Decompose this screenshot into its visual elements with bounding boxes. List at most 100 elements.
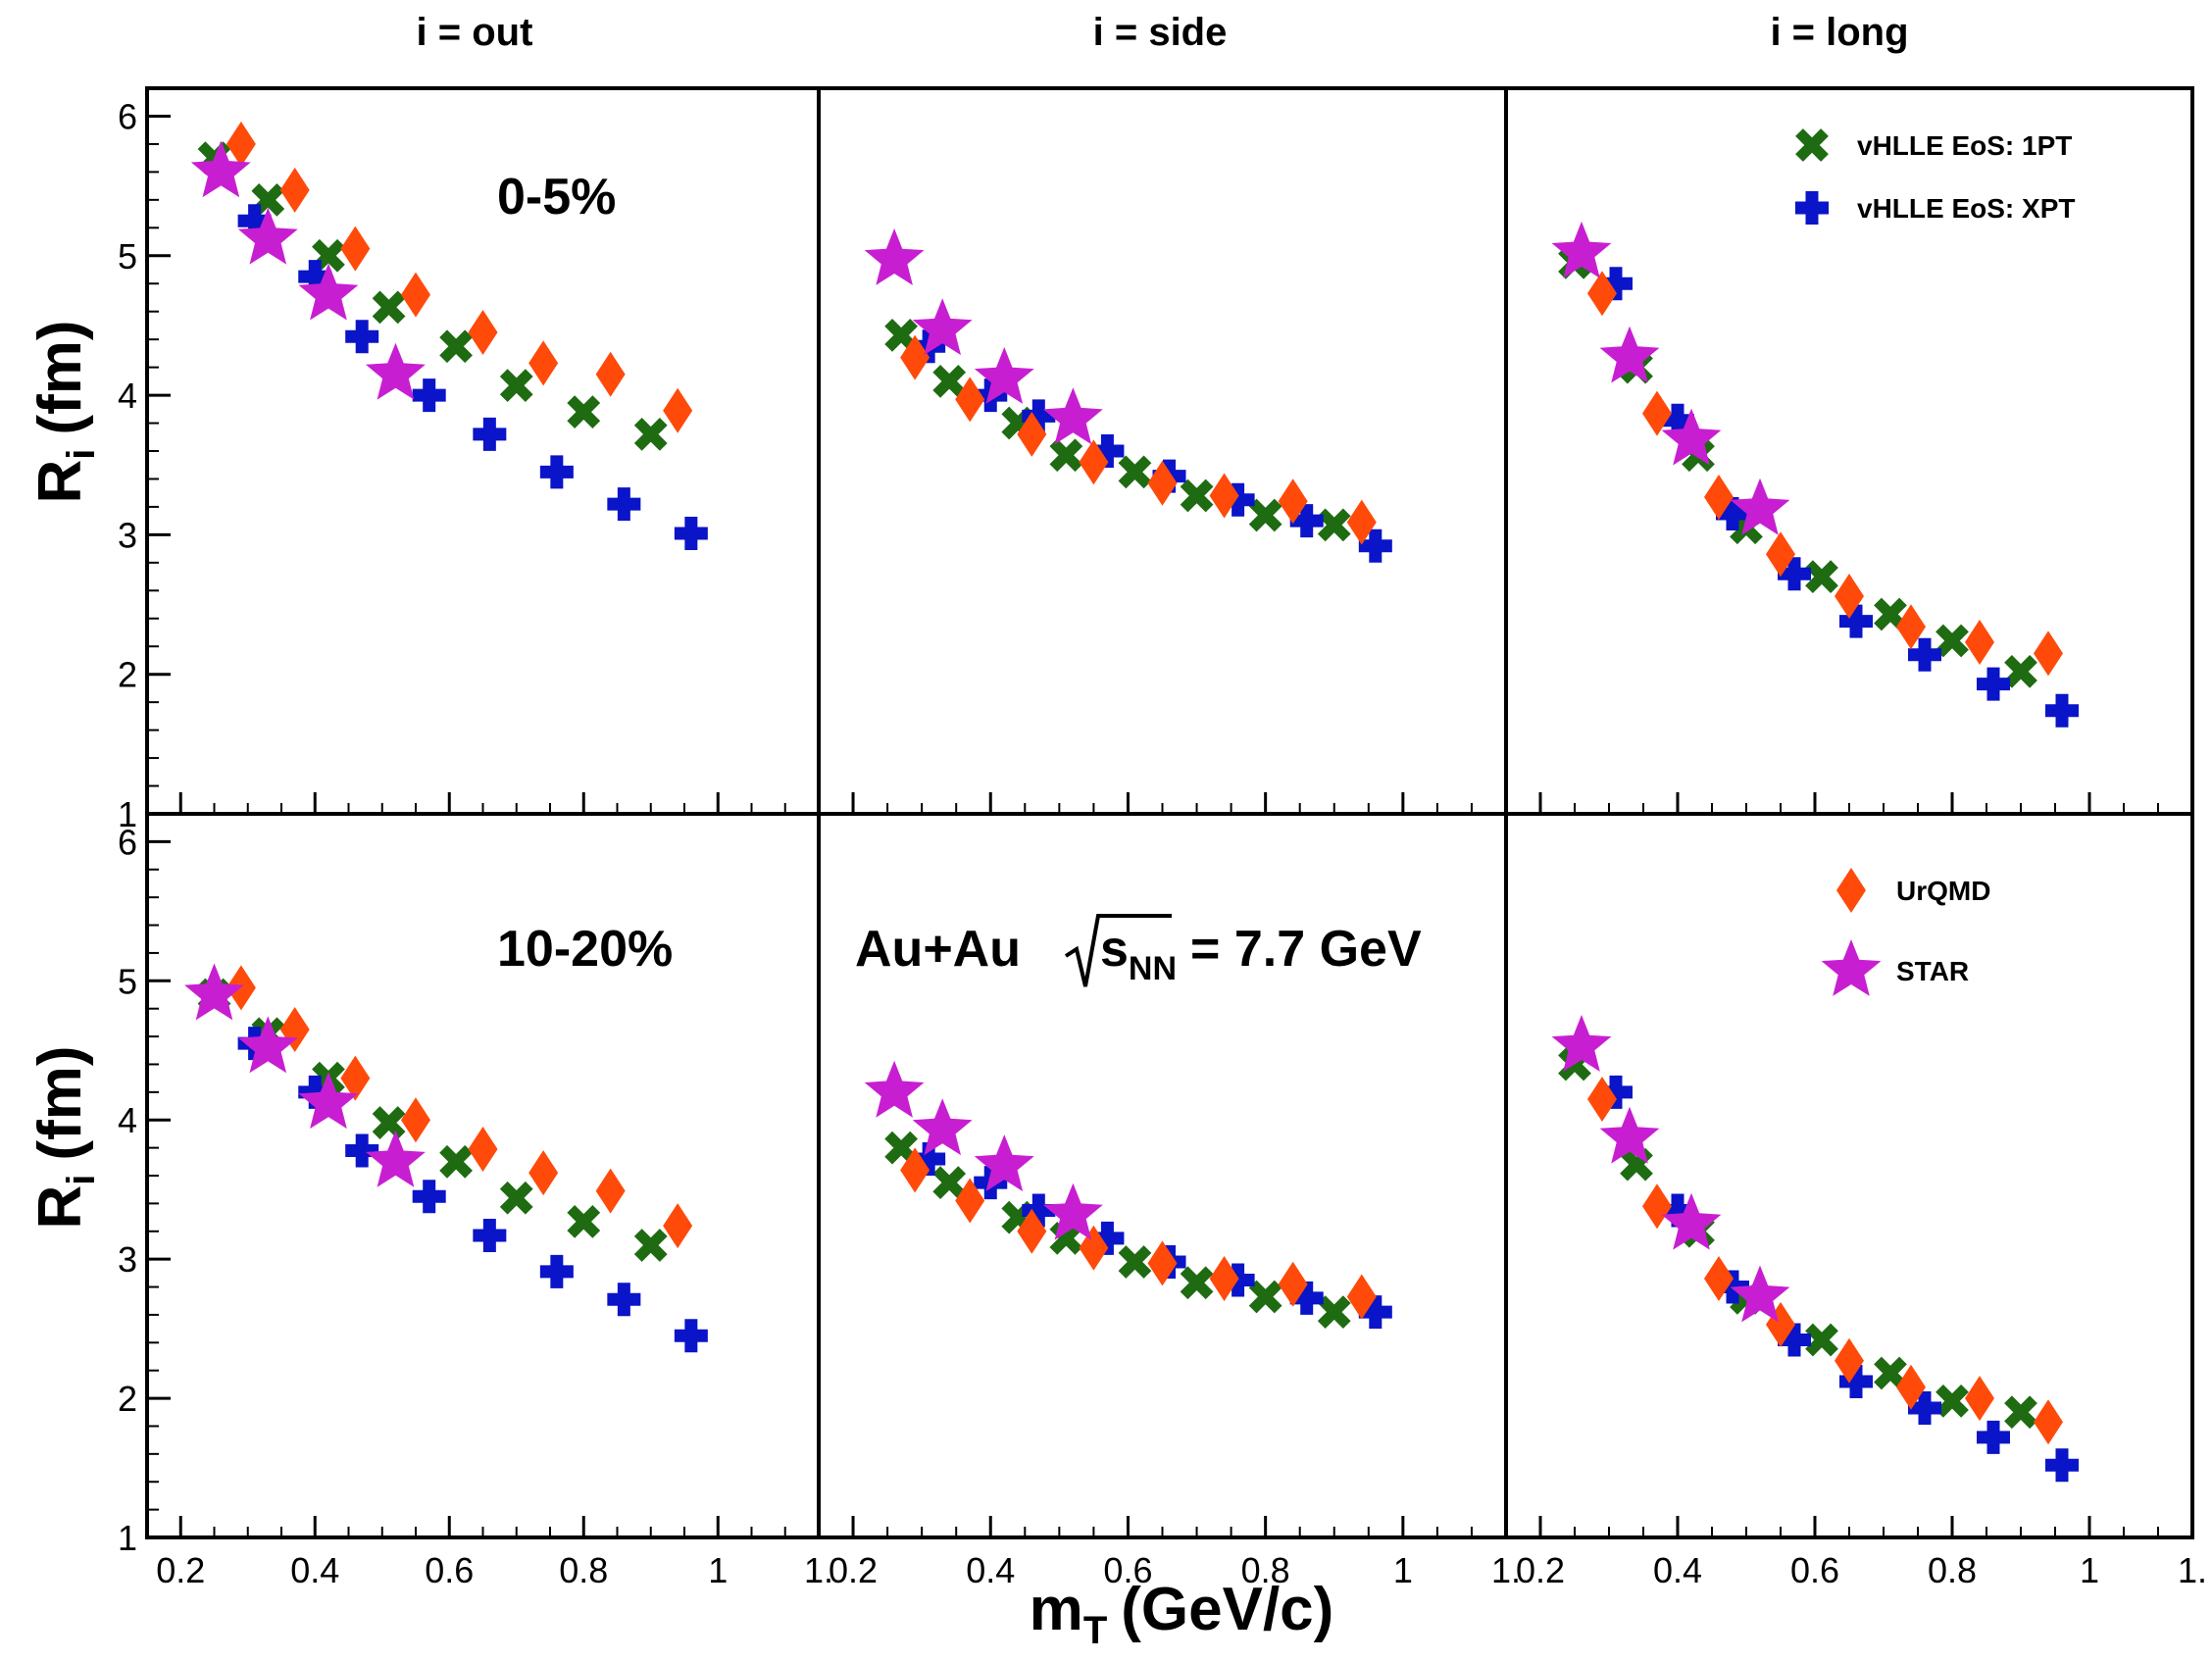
y-tick-label: 5 [118, 236, 137, 277]
x-tick-label: 0.2 [1516, 1550, 1565, 1590]
data-point [1118, 1245, 1152, 1279]
data-point [1209, 1256, 1239, 1302]
legend-entry-vhlle-eos-1pt: vHLLE EoS: 1PT [1795, 128, 2072, 162]
y-tick-label: 5 [118, 961, 137, 1001]
data-point [539, 455, 574, 489]
data-point [864, 228, 925, 285]
data-point [1042, 1183, 1103, 1240]
data-point [298, 263, 359, 321]
data-point [1147, 460, 1178, 506]
sqrt-symbol [1064, 914, 1172, 987]
data-point [1551, 1015, 1612, 1072]
data-point [932, 1166, 967, 1199]
data-point [1599, 267, 1633, 301]
data-point [633, 418, 668, 451]
data-point [439, 329, 473, 364]
y-tick-label: 4 [118, 376, 137, 416]
x-tick-label: 0.6 [1103, 1550, 1152, 1590]
data-point [663, 387, 693, 433]
x-tick-label: 0.2 [829, 1550, 878, 1590]
data-point [1839, 604, 1873, 638]
data-point [1965, 619, 1994, 665]
data-point [1346, 1274, 1377, 1320]
data-point [1896, 604, 1926, 650]
data-point [1358, 1295, 1392, 1330]
data-point [366, 1130, 426, 1187]
data-point [298, 1075, 332, 1109]
series-star [190, 140, 426, 400]
data-point [567, 1204, 601, 1238]
y-axis-title-unit: (fm) [26, 1046, 94, 1161]
data-point [1766, 531, 1795, 578]
data-point [607, 487, 641, 522]
x-tick-label: 0.8 [559, 1550, 608, 1590]
data-point [1042, 387, 1103, 445]
data-point [1599, 326, 1660, 383]
series-vhlle-eos-xpt [1599, 267, 2079, 728]
series-urqmd [900, 334, 1377, 545]
data-point [1835, 574, 1864, 619]
centrality-label-10-20: 10-20% [497, 921, 673, 978]
legend-label: STAR [1896, 956, 1969, 986]
panels-layer [184, 121, 2079, 1483]
data-point [1180, 1266, 1214, 1300]
data-point [528, 1150, 559, 1196]
data-point [1147, 1240, 1178, 1286]
panel-side-10-20 [864, 1060, 1392, 1330]
data-point [1704, 474, 1734, 520]
data-point [1835, 1337, 1864, 1384]
series-urqmd [1587, 271, 2063, 677]
data-point [1599, 1106, 1660, 1164]
data-point [2045, 693, 2079, 728]
data-point [340, 1055, 371, 1101]
data-point [1289, 504, 1324, 538]
data-point [1977, 667, 2010, 701]
data-point [499, 1181, 533, 1215]
energy-symbol: s [1100, 921, 1129, 978]
data-point [237, 204, 272, 238]
data-point [473, 1219, 507, 1253]
series-vhlle-eos-1pt [884, 1131, 1351, 1329]
data-point [1908, 637, 1941, 672]
x-tick-label: 0.4 [1653, 1550, 1702, 1590]
series-urqmd [1587, 1076, 2063, 1445]
data-point [1221, 482, 1255, 517]
data-point [1661, 1193, 1694, 1228]
energy-subscript: NN [1129, 950, 1177, 987]
collision-energy-text: sNN = 7.7 GeV [1100, 921, 1422, 987]
data-point [528, 340, 559, 386]
x-tick-label: 0.6 [1790, 1550, 1839, 1590]
data-point [279, 167, 310, 213]
y-tick-label: 6 [118, 96, 137, 136]
data-point [226, 965, 256, 1011]
data-point [567, 395, 601, 429]
series-urqmd [226, 121, 693, 433]
data-point [226, 121, 256, 167]
data-point [1079, 1225, 1109, 1271]
data-point [912, 298, 973, 356]
panel-frame [1504, 812, 2194, 1539]
series-star [1551, 1015, 1790, 1323]
data-point [864, 1060, 925, 1118]
data-point [1022, 399, 1056, 433]
data-point [1730, 1265, 1790, 1323]
x-tick-label: 1 [2080, 1550, 2099, 1590]
data-point [1805, 1323, 1838, 1357]
legend-marker-star [1821, 939, 1882, 996]
x-tick-label: 1 [708, 1550, 728, 1590]
x-axis-title: mT (GeV/c) [1030, 1576, 1334, 1652]
legend-layer: vHLLE EoS: 1PT vHLLE EoS: XPT UrQMD STAR [1795, 128, 2075, 996]
data-point [607, 1283, 641, 1317]
data-point [955, 1178, 985, 1224]
data-point [2004, 654, 2037, 688]
data-point [974, 347, 1034, 404]
data-point [1017, 411, 1047, 457]
data-point [345, 320, 379, 354]
collision-system-label: Au+Au sNN = 7.7 GeV [855, 914, 1422, 987]
data-point [1642, 390, 1672, 436]
y-tick-label: 3 [118, 1239, 137, 1280]
x-tick-label: 1. [804, 1550, 833, 1590]
data-point [932, 364, 967, 398]
x-axis-title-unit: (GeV/c) [1121, 1576, 1333, 1643]
